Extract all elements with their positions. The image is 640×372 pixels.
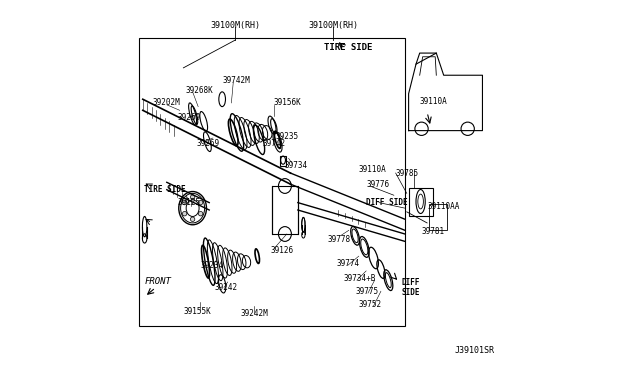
Text: 39742M: 39742M [222, 76, 250, 85]
Text: 39734+B: 39734+B [344, 274, 376, 283]
Text: 39235: 39235 [276, 132, 299, 141]
Text: DIFF SIDE: DIFF SIDE [366, 198, 408, 207]
Text: DIFF
SIDE: DIFF SIDE [401, 278, 420, 297]
Text: 39269: 39269 [196, 139, 220, 148]
Text: 39778: 39778 [328, 235, 351, 244]
Text: J39101SR: J39101SR [454, 346, 494, 355]
Circle shape [461, 122, 474, 135]
Circle shape [182, 201, 187, 205]
Circle shape [191, 217, 195, 221]
Text: 39269: 39269 [178, 113, 201, 122]
Bar [408, 188, 433, 215]
Text: 39110A: 39110A [420, 97, 447, 106]
Text: 39242M: 39242M [241, 309, 268, 318]
Text: 39776: 39776 [366, 180, 389, 189]
Text: 39100M(RH): 39100M(RH) [308, 21, 358, 30]
Text: 39785: 39785 [396, 169, 419, 177]
Text: 39202M: 39202M [152, 99, 180, 108]
Circle shape [415, 122, 428, 135]
Circle shape [182, 211, 187, 216]
Text: 39125: 39125 [178, 198, 201, 207]
Text: 39156K: 39156K [274, 99, 301, 108]
Text: 39110A: 39110A [359, 165, 387, 174]
Text: 39234: 39234 [200, 261, 223, 270]
Bar [139, 38, 405, 326]
Text: 39110AA: 39110AA [427, 202, 460, 211]
Text: 39742: 39742 [263, 139, 286, 148]
Text: 39126: 39126 [270, 246, 293, 255]
Text: 39155K: 39155K [184, 307, 211, 316]
Text: FRONT: FRONT [145, 278, 172, 286]
Text: 39775: 39775 [355, 287, 378, 296]
Circle shape [198, 201, 203, 205]
Text: TIRE SIDE: TIRE SIDE [323, 43, 372, 52]
Text: 39752: 39752 [359, 300, 382, 310]
Text: TIRE SIDE: TIRE SIDE [143, 185, 185, 194]
Circle shape [198, 211, 203, 216]
Bar [429, 205, 447, 230]
Text: 39268K: 39268K [185, 86, 213, 94]
Circle shape [191, 195, 195, 199]
Text: 39100M(RH): 39100M(RH) [210, 21, 260, 30]
Text: 39781: 39781 [422, 227, 445, 235]
Bar [272, 186, 298, 234]
Text: 39242: 39242 [215, 283, 238, 292]
Bar [280, 157, 285, 166]
Text: 39734: 39734 [285, 161, 308, 170]
Text: 39774: 39774 [337, 259, 360, 268]
